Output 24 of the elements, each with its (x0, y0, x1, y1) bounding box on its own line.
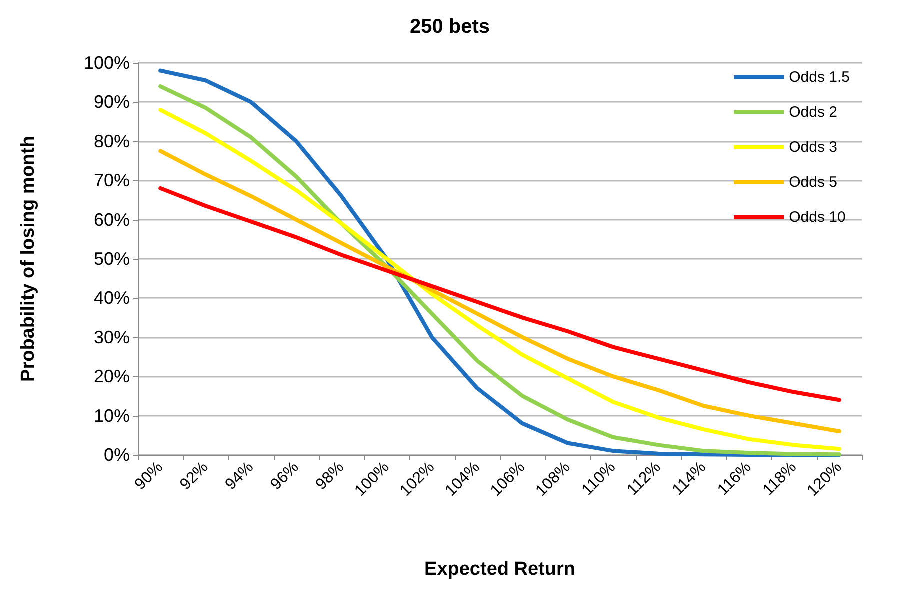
y-tick-label: 50% (94, 249, 130, 269)
legend-label: Odds 2 (789, 104, 838, 121)
legend-label: Odds 3 (789, 139, 838, 156)
y-tick-label: 70% (94, 170, 130, 191)
y-tick-label: 30% (94, 327, 130, 348)
y-tick-label: 40% (94, 288, 130, 308)
y-tick-label: 80% (94, 131, 130, 152)
x-tick-label: 96% (268, 458, 302, 494)
x-tick-label: 94% (222, 458, 258, 494)
y-tick-label: 0% (104, 445, 130, 465)
y-axis-title: Probability of losing month (18, 136, 39, 382)
x-tick-label: 90% (132, 458, 167, 494)
y-tick-label: 100% (84, 53, 130, 73)
y-tick-label: 10% (94, 406, 130, 426)
x-axis-title: Expected Return (424, 559, 576, 580)
y-tick-label: 20% (94, 366, 130, 387)
legend-label: Odds 5 (789, 174, 838, 191)
y-tick-label: 90% (94, 92, 130, 112)
y-tick-label: 60% (94, 210, 130, 230)
x-tick-label: 92% (177, 458, 212, 494)
legend-label: Odds 1.5 (789, 69, 850, 86)
legend-label: Odds 10 (789, 209, 846, 226)
chart-title: 250 bets (410, 16, 490, 38)
x-tick-label: 98% (312, 458, 348, 494)
